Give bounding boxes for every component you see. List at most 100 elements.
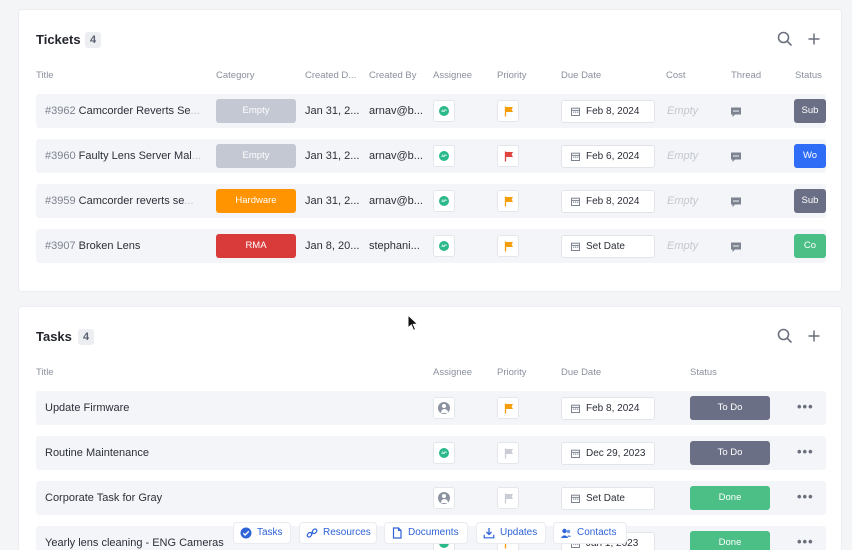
due-date-field[interactable]: Set Date: [561, 487, 655, 510]
ticket-title[interactable]: #3962 Camcorder Reverts Se...: [45, 94, 200, 128]
ticket-row[interactable]: #3959 Camcorder reverts se... Hardware J…: [36, 184, 826, 218]
thread-comment-icon[interactable]: [730, 106, 742, 118]
col-title[interactable]: Title: [36, 70, 54, 81]
status-badge[interactable]: To Do: [690, 441, 770, 465]
priority-picker[interactable]: [497, 190, 519, 212]
cost-value[interactable]: Empty: [667, 105, 699, 117]
task-title[interactable]: Update Firmware: [45, 402, 130, 414]
due-date-field[interactable]: Feb 8, 2024: [561, 190, 655, 213]
assignee-picker[interactable]: AP: [433, 442, 455, 464]
col-status[interactable]: Status: [795, 70, 822, 81]
col-status[interactable]: Status: [690, 367, 717, 378]
task-title[interactable]: Routine Maintenance: [45, 447, 149, 459]
status-badge[interactable]: Sub: [794, 189, 826, 213]
created-by: arnav@b...: [369, 105, 423, 117]
due-date-value: Feb 8, 2024: [586, 403, 640, 414]
calendar-icon: [571, 152, 580, 161]
priority-picker[interactable]: [497, 397, 519, 419]
col-created-by[interactable]: Created By: [369, 70, 417, 81]
calendar-icon: [571, 449, 580, 458]
col-priority[interactable]: Priority: [497, 367, 527, 378]
status-badge[interactable]: Sub: [794, 99, 826, 123]
due-date-field[interactable]: Set Date: [561, 235, 655, 258]
status-badge[interactable]: Done: [690, 531, 770, 550]
col-created-date[interactable]: Created D...: [305, 70, 357, 81]
priority-flag-icon: [504, 196, 513, 207]
cost-value[interactable]: Empty: [667, 240, 699, 252]
col-due-date[interactable]: Due Date: [561, 70, 602, 81]
add-task-icon[interactable]: [805, 327, 823, 345]
ticket-title-text: Broken Lens: [78, 240, 141, 252]
mouse-cursor-icon: [407, 314, 419, 332]
assignee-picker[interactable]: AP: [433, 100, 455, 122]
task-title[interactable]: Corporate Task for Gray: [45, 492, 163, 504]
assignee-picker[interactable]: AP: [433, 145, 455, 167]
priority-picker[interactable]: [497, 145, 519, 167]
priority-picker[interactable]: [497, 235, 519, 257]
category-badge[interactable]: Empty: [216, 99, 296, 123]
due-date-field[interactable]: Dec 29, 2023: [561, 442, 655, 465]
col-due-date[interactable]: Due Date: [561, 367, 602, 378]
more-options-icon[interactable]: •••: [797, 399, 814, 414]
more-options-icon[interactable]: •••: [797, 534, 814, 549]
assignee-picker[interactable]: [433, 397, 455, 419]
nav-tasks-button[interactable]: Tasks: [233, 522, 291, 544]
col-assignee[interactable]: Assignee: [433, 70, 473, 81]
col-category[interactable]: Category: [216, 70, 255, 81]
assignee-picker[interactable]: [433, 487, 455, 509]
status-badge[interactable]: Wo: [794, 144, 826, 168]
col-cost[interactable]: Cost: [666, 70, 686, 81]
category-badge[interactable]: RMA: [216, 234, 296, 258]
nav-resources-button[interactable]: Resources: [299, 522, 377, 544]
due-date-field[interactable]: Feb 6, 2024: [561, 145, 655, 168]
priority-flag-icon: [504, 448, 513, 459]
status-badge[interactable]: Done: [690, 486, 770, 510]
task-row[interactable]: Update Firmware Feb 8, 2024 To Do •••: [36, 391, 826, 425]
category-badge[interactable]: Empty: [216, 144, 296, 168]
add-ticket-icon[interactable]: [805, 30, 823, 48]
nav-contacts-button[interactable]: Contacts: [553, 522, 627, 544]
col-assignee[interactable]: Assignee: [433, 367, 473, 378]
thread-comment-icon[interactable]: [730, 241, 742, 253]
assignee-picker[interactable]: AP: [433, 235, 455, 257]
due-date-field[interactable]: Feb 8, 2024: [561, 397, 655, 420]
priority-flag-icon: [504, 493, 513, 504]
status-badge[interactable]: Co: [794, 234, 826, 258]
task-title[interactable]: Yearly lens cleaning - ENG Cameras: [45, 537, 224, 549]
ticket-row[interactable]: #3907 Broken Lens RMA Jan 8, 20... steph…: [36, 229, 826, 263]
more-options-icon[interactable]: •••: [797, 489, 814, 504]
user-placeholder-icon: [438, 402, 450, 414]
ticket-title[interactable]: #3907 Broken Lens: [45, 229, 200, 263]
nav-tasks-label: Tasks: [257, 527, 283, 538]
nav-updates-button[interactable]: Updates: [476, 522, 546, 544]
col-title[interactable]: Title: [36, 367, 54, 378]
tickets-section: Tickets 4 Title Category Created D... Cr…: [18, 9, 842, 292]
ticket-title[interactable]: #3959 Camcorder reverts se...: [45, 184, 200, 218]
thread-comment-icon[interactable]: [730, 151, 742, 163]
search-icon[interactable]: [776, 327, 794, 345]
category-badge[interactable]: Hardware: [216, 189, 296, 213]
due-date-field[interactable]: Feb 8, 2024: [561, 100, 655, 123]
task-row[interactable]: Corporate Task for Gray Set Date Done ••…: [36, 481, 826, 515]
search-icon[interactable]: [776, 30, 794, 48]
nav-documents-button[interactable]: Documents: [384, 522, 468, 544]
ticket-row[interactable]: #3960 Faulty Lens Server Mal... Empty Ja…: [36, 139, 826, 173]
col-thread[interactable]: Thread: [731, 70, 762, 81]
cost-value[interactable]: Empty: [667, 195, 699, 207]
avatar: AP: [439, 151, 449, 161]
priority-picker[interactable]: [497, 442, 519, 464]
status-badge[interactable]: To Do: [690, 396, 770, 420]
col-priority[interactable]: Priority: [497, 70, 527, 81]
calendar-icon: [571, 404, 580, 413]
priority-picker[interactable]: [497, 100, 519, 122]
priority-picker[interactable]: [497, 487, 519, 509]
created-date: Jan 8, 20...: [305, 240, 360, 252]
task-row[interactable]: Routine Maintenance AP Dec 29, 2023 To D…: [36, 436, 826, 470]
cost-value[interactable]: Empty: [667, 150, 699, 162]
more-options-icon[interactable]: •••: [797, 444, 814, 459]
ticket-title[interactable]: #3960 Faulty Lens Server Mal...: [45, 139, 200, 173]
avatar: AP: [439, 448, 449, 458]
assignee-picker[interactable]: AP: [433, 190, 455, 212]
ticket-row[interactable]: #3962 Camcorder Reverts Se... Empty Jan …: [36, 94, 826, 128]
thread-comment-icon[interactable]: [730, 196, 742, 208]
